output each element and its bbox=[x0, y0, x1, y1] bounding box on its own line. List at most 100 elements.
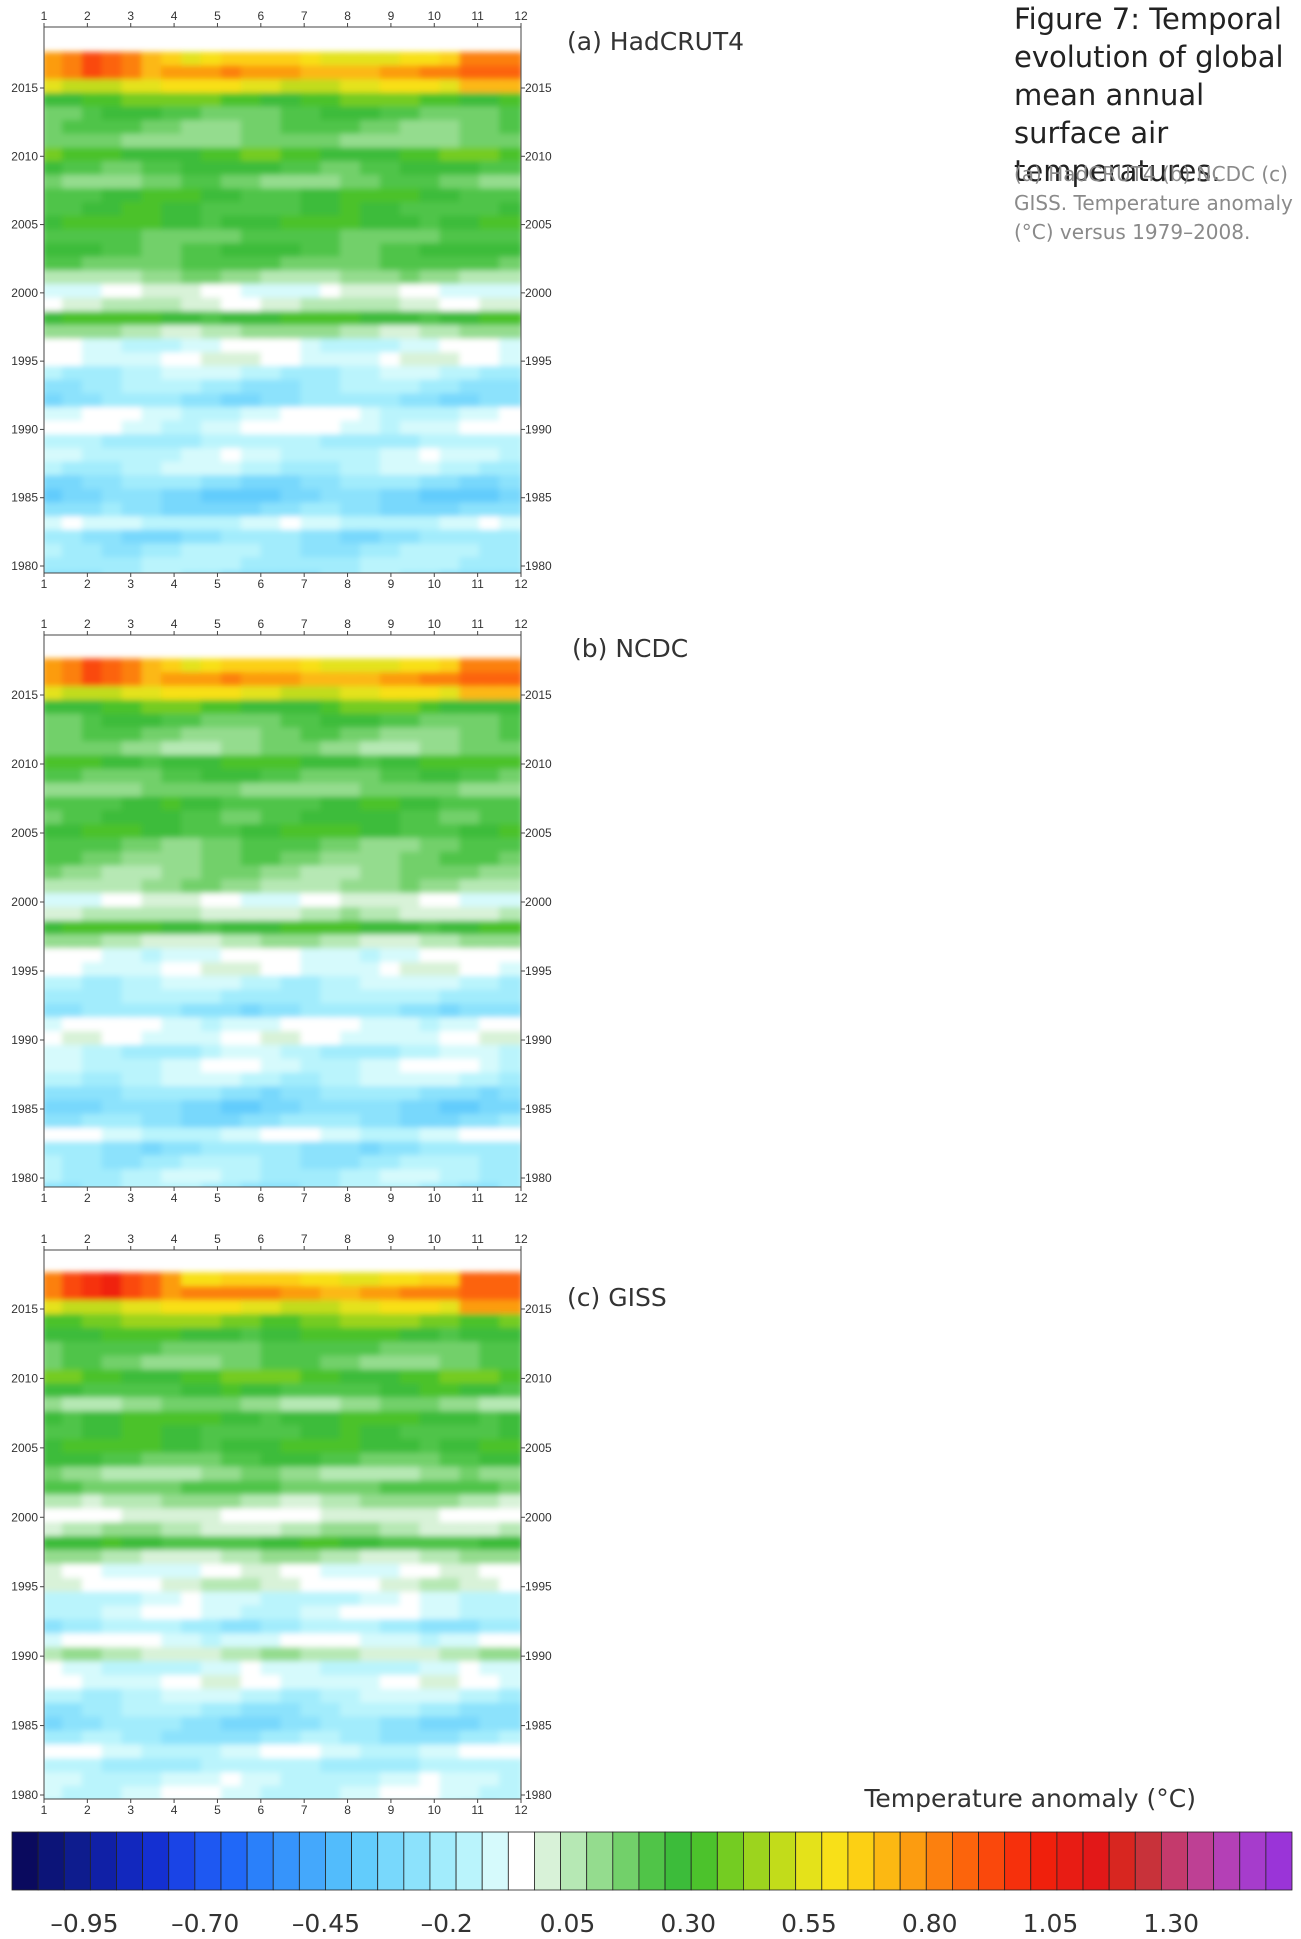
heatmap-cell bbox=[220, 755, 245, 773]
heatmap-cell bbox=[101, 810, 126, 829]
heatmap-cell bbox=[181, 243, 205, 261]
heatmap-cell bbox=[360, 658, 384, 677]
heatmap-cell bbox=[201, 1647, 225, 1666]
heatmap-cell bbox=[479, 865, 504, 884]
heatmap-cell bbox=[280, 1411, 305, 1429]
heatmap-cell bbox=[300, 1031, 325, 1049]
heatmap-cell bbox=[260, 1383, 285, 1402]
heatmap-cell bbox=[300, 161, 325, 179]
heatmap-cell bbox=[479, 672, 504, 691]
heatmap-cell bbox=[419, 311, 444, 329]
heatmap-cell bbox=[340, 672, 364, 691]
heatmap-cell bbox=[201, 1550, 225, 1568]
x-tick-label-bottom: 9 bbox=[388, 1191, 395, 1205]
heatmap-cell bbox=[61, 461, 86, 480]
heatmap-cell bbox=[81, 824, 106, 842]
heatmap-cell bbox=[340, 502, 364, 521]
heatmap-cell bbox=[161, 934, 186, 953]
heatmap-cell bbox=[280, 727, 305, 746]
heatmap-cell bbox=[419, 1563, 444, 1582]
x-tick-label-bottom: 2 bbox=[84, 577, 91, 591]
heatmap-cell bbox=[220, 1605, 245, 1624]
heatmap-cell bbox=[240, 837, 265, 856]
heatmap-cell bbox=[61, 106, 86, 125]
heatmap-cell bbox=[419, 1383, 444, 1402]
heatmap-cell bbox=[161, 256, 186, 275]
heatmap-cell bbox=[44, 1452, 66, 1471]
heatmap-cell bbox=[220, 1383, 245, 1402]
heatmap-cell bbox=[201, 434, 225, 452]
heatmap-cell bbox=[101, 270, 126, 289]
heatmap-cell bbox=[101, 325, 126, 343]
heatmap-cell bbox=[340, 447, 364, 466]
heatmap-cell bbox=[81, 1044, 106, 1063]
heatmap-cell bbox=[81, 1494, 106, 1513]
heatmap-cell bbox=[260, 1141, 285, 1160]
heatmap-cell bbox=[399, 325, 424, 343]
heatmap-cell bbox=[459, 686, 484, 704]
heatmap-cell bbox=[181, 1313, 205, 1332]
heatmap-cell bbox=[479, 79, 504, 97]
heatmap-cell bbox=[44, 1286, 66, 1305]
heatmap-cell bbox=[499, 851, 521, 870]
heatmap-cell bbox=[360, 1044, 384, 1063]
heatmap-cell bbox=[419, 1113, 444, 1132]
heatmap-cell bbox=[260, 1369, 285, 1388]
colorbar-swatch bbox=[1082, 1831, 1110, 1891]
heatmap-cell bbox=[181, 1466, 205, 1485]
heatmap-cell bbox=[141, 1341, 166, 1360]
x-tick-label-top: 3 bbox=[127, 1232, 134, 1246]
heatmap-cell bbox=[260, 79, 285, 97]
heatmap-cell bbox=[161, 1169, 186, 1187]
heatmap-cell bbox=[61, 810, 86, 829]
heatmap-cell bbox=[419, 1591, 444, 1610]
heatmap-cell bbox=[479, 906, 504, 925]
heatmap-cell bbox=[280, 461, 305, 480]
heatmap-cell bbox=[280, 543, 305, 562]
heatmap-cell bbox=[320, 311, 345, 329]
heatmap-cell bbox=[379, 1508, 404, 1527]
heatmap-cell bbox=[399, 1327, 424, 1346]
heatmap-cell bbox=[201, 92, 225, 111]
heatmap-cell bbox=[141, 1031, 166, 1049]
x-tick-label-top: 5 bbox=[214, 9, 221, 23]
x-tick-label-bottom: 5 bbox=[214, 1803, 221, 1817]
heatmap-cell bbox=[399, 713, 424, 732]
heatmap-cell bbox=[141, 1100, 166, 1118]
heatmap-cell bbox=[479, 1072, 504, 1091]
heatmap-cell bbox=[379, 1438, 404, 1457]
heatmap-cell bbox=[459, 1397, 484, 1416]
y-tick-label-left: 1995 bbox=[11, 1580, 38, 1594]
x-tick-label-bottom: 3 bbox=[127, 1191, 134, 1205]
heatmap-cell bbox=[280, 1182, 305, 1187]
heatmap-cell bbox=[101, 1425, 126, 1443]
heatmap-cell bbox=[340, 837, 364, 856]
heatmap-cell bbox=[320, 727, 345, 746]
heatmap-cell bbox=[379, 1058, 404, 1077]
heatmap-cell bbox=[479, 174, 504, 193]
heatmap-cell bbox=[101, 1563, 126, 1582]
heatmap-cell bbox=[399, 1452, 424, 1471]
heatmap-cell bbox=[439, 975, 464, 994]
heatmap-cell bbox=[340, 352, 364, 370]
heatmap-cell bbox=[320, 420, 345, 439]
heatmap-cell bbox=[419, 1182, 444, 1187]
heatmap-cell bbox=[201, 393, 225, 411]
heatmap-cell bbox=[340, 1058, 364, 1077]
heatmap-cell bbox=[439, 488, 464, 507]
heatmap-cell bbox=[360, 1605, 384, 1624]
heatmap-cell bbox=[340, 311, 364, 329]
heatmap-cell bbox=[141, 1675, 166, 1693]
heatmap-cell bbox=[240, 1286, 265, 1305]
heatmap-cell bbox=[121, 658, 146, 677]
heatmap-cell bbox=[61, 879, 86, 898]
heatmap-cell bbox=[479, 768, 504, 787]
heatmap-cell bbox=[439, 120, 464, 138]
heatmap-cell bbox=[201, 174, 225, 193]
heatmap-cell bbox=[81, 1591, 106, 1610]
heatmap-cell bbox=[360, 920, 384, 939]
heatmap-cell bbox=[280, 270, 305, 289]
heatmap-cell bbox=[61, 1675, 86, 1693]
heatmap-cell bbox=[61, 975, 86, 994]
heatmap-cell bbox=[260, 1341, 285, 1360]
